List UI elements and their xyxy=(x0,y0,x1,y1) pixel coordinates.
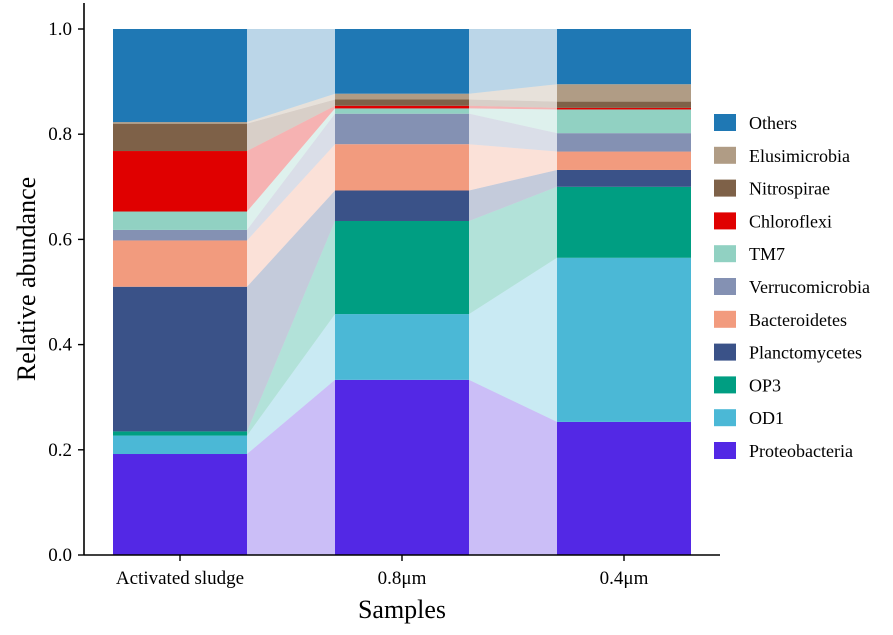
bar-segment-planctomycetes-3 xyxy=(557,169,691,187)
x-ticks: Activated sludge 0.8μm 0.4μm xyxy=(116,555,649,589)
legend-label-tm7: TM7 xyxy=(749,244,785,264)
legend-label-bacteroidetes: Bacteroidetes xyxy=(749,310,847,330)
flow-elusimicrobia-2 xyxy=(469,84,557,102)
flow-nitrospirae-1 xyxy=(247,99,335,152)
bar-segment-op3-3 xyxy=(557,186,691,258)
bar-segment-proteobacteria-2 xyxy=(335,379,469,555)
bar-segment-op3-1 xyxy=(113,431,247,436)
legend-swatch-proteobacteria xyxy=(714,442,736,459)
flow-tm7-2 xyxy=(469,108,557,134)
flow-others-2 xyxy=(469,29,557,94)
bar-segment-chloroflexi-2 xyxy=(335,105,469,109)
y-tick-label: 0.8 xyxy=(48,124,72,145)
legend-label-verrucomicrobia: Verrucomicrobia xyxy=(749,277,870,297)
y-tick-label: 1.0 xyxy=(48,19,72,40)
bar-stacks xyxy=(113,29,691,555)
flow-chloroflexi-2 xyxy=(469,105,557,110)
bar-segment-bacteroidetes-1 xyxy=(113,240,247,287)
y-tick-label: 0.2 xyxy=(48,440,72,461)
legend-swatch-others xyxy=(714,114,736,131)
legend-swatch-op3 xyxy=(714,376,736,394)
flow-nitrospirae-2 xyxy=(469,99,557,108)
bar-segment-verrucomicrobia-1 xyxy=(113,229,247,241)
flow-proteobacteria-1 xyxy=(247,379,335,555)
legend-label-planctomycetes: Planctomycetes xyxy=(749,343,862,363)
legend-label-op3: OP3 xyxy=(749,375,781,395)
bar-segment-elusimicrobia-1 xyxy=(113,122,247,124)
legend-swatch-bacteroidetes xyxy=(714,310,736,328)
x-axis-title: Samples xyxy=(358,595,446,624)
x-tick-label: Activated sludge xyxy=(116,568,244,589)
bar-segment-verrucomicrobia-3 xyxy=(557,133,691,152)
bar-segment-bacteroidetes-3 xyxy=(557,151,691,170)
bar-segment-proteobacteria-1 xyxy=(113,454,247,555)
legend-label-others: Others xyxy=(749,113,797,133)
bar-segment-od1-2 xyxy=(335,314,469,380)
bar-segment-tm7-1 xyxy=(113,211,247,230)
x-tick-label: 0.4μm xyxy=(600,568,649,589)
flow-planctomycetes-2 xyxy=(469,169,557,221)
bar-segment-chloroflexi-3 xyxy=(557,107,691,110)
bar-segment-others-1 xyxy=(113,29,247,123)
bar-segment-others-2 xyxy=(335,29,469,94)
bar-segment-chloroflexi-1 xyxy=(113,151,247,212)
bar-segment-nitrospirae-1 xyxy=(113,123,247,152)
legend-label-chloroflexi: Chloroflexi xyxy=(749,211,832,231)
bar-segment-elusimicrobia-3 xyxy=(557,84,691,102)
legend-label-proteobacteria: Proteobacteria xyxy=(749,441,853,461)
flow-bacteroidetes-2 xyxy=(469,144,557,191)
legend-swatch-nitrospirae xyxy=(714,179,736,197)
flow-others-1 xyxy=(247,29,335,123)
legend-swatch-planctomycetes xyxy=(714,343,736,361)
flow-proteobacteria-2 xyxy=(469,379,557,555)
bar-segment-nitrospirae-3 xyxy=(557,101,691,108)
legend-swatch-tm7 xyxy=(714,245,736,263)
flow-bacteroidetes-1 xyxy=(247,144,335,287)
bar-segment-others-3 xyxy=(557,29,691,85)
bar-segment-nitrospirae-2 xyxy=(335,99,469,106)
flow-chloroflexi-1 xyxy=(247,105,335,212)
x-tick-label: 0.8μm xyxy=(378,568,427,589)
bar-segment-planctomycetes-1 xyxy=(113,286,247,432)
legend-label-nitrospirae: Nitrospirae xyxy=(749,179,830,199)
y-tick-label: 0.4 xyxy=(48,335,72,356)
bar-segment-proteobacteria-3 xyxy=(557,421,691,555)
flow-op3-1 xyxy=(247,220,335,436)
legend-swatch-chloroflexi xyxy=(714,212,736,230)
bar-segment-verrucomicrobia-2 xyxy=(335,113,469,145)
bar-segment-tm7-2 xyxy=(335,108,469,114)
y-tick-label: 0.6 xyxy=(48,229,72,250)
flow-verrucomicrobia-1 xyxy=(247,113,335,241)
legend-swatch-verrucomicrobia xyxy=(714,278,736,295)
legend-swatch-od1 xyxy=(714,409,736,427)
bar-segment-elusimicrobia-2 xyxy=(335,93,469,100)
bar-segment-tm7-3 xyxy=(557,109,691,134)
flow-op3-2 xyxy=(469,186,557,315)
y-ticks: 0.0 0.2 0.4 0.6 0.8 1.0 xyxy=(48,19,84,566)
flow-od1-2 xyxy=(469,257,557,422)
legend: Others Elusimicrobia Nitrospirae Chloroflex… xyxy=(714,113,870,461)
bar-segment-planctomycetes-2 xyxy=(335,190,469,221)
bar-segment-op3-2 xyxy=(335,220,469,315)
flow-tm7-1 xyxy=(247,108,335,230)
legend-label-od1: OD1 xyxy=(749,408,784,428)
y-axis-title: Relative abundance xyxy=(12,177,41,381)
flow-planctomycetes-1 xyxy=(247,190,335,432)
alluvial-flows xyxy=(247,29,557,555)
bar-segment-od1-1 xyxy=(113,435,247,455)
flow-verrucomicrobia-2 xyxy=(469,113,557,152)
bar-segment-od1-3 xyxy=(557,257,691,422)
legend-label-elusimicrobia: Elusimicrobia xyxy=(749,146,850,166)
legend-swatch-elusimicrobia xyxy=(714,146,736,164)
bar-segment-bacteroidetes-2 xyxy=(335,144,469,191)
flow-od1-1 xyxy=(247,314,335,455)
flow-elusimicrobia-1 xyxy=(247,93,335,124)
y-tick-label: 0.0 xyxy=(48,545,72,566)
